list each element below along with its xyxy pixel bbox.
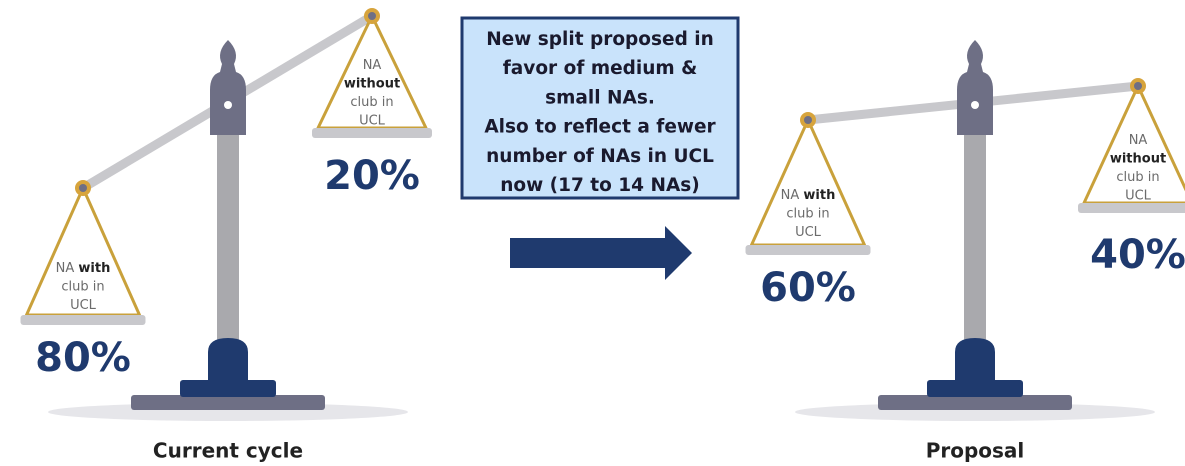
pan-label-part: club in	[350, 95, 393, 110]
pan-label: NA	[1129, 133, 1148, 148]
note-line: number of NAs in UCL	[486, 146, 714, 167]
pan-label-part: club in	[61, 279, 104, 294]
finial	[967, 40, 983, 64]
finial	[220, 40, 236, 64]
base-lower	[878, 395, 1072, 410]
pivot	[971, 101, 979, 109]
pan	[746, 245, 871, 255]
pan-label-part: NA	[56, 261, 79, 276]
pan-label: without	[1110, 151, 1166, 166]
pan-label-part: with	[78, 261, 110, 276]
knob-center	[79, 184, 87, 192]
pan-label-part: UCL	[359, 113, 386, 128]
pan-label: club in	[350, 95, 393, 110]
caption: Proposal	[926, 439, 1025, 463]
pan-label-part: NA	[1129, 133, 1148, 148]
share: 60%	[760, 265, 856, 311]
base-lower	[131, 395, 325, 410]
pan-label-part: without	[1110, 151, 1166, 166]
pan-label: NA	[363, 58, 382, 73]
pan-label: UCL	[795, 225, 822, 240]
pan-label: club in	[61, 279, 104, 294]
base-dome	[208, 338, 248, 382]
pivot	[224, 101, 232, 109]
pan-label: club in	[786, 206, 829, 221]
head	[210, 64, 246, 135]
pan-label-part: without	[344, 76, 400, 91]
base-upper	[927, 380, 1023, 397]
pole	[964, 130, 986, 345]
pan-label-part: NA	[781, 188, 804, 203]
base-upper	[180, 380, 276, 397]
note-line: favor of medium &	[503, 58, 698, 79]
pan-label: UCL	[70, 298, 97, 313]
share: 20%	[324, 153, 420, 199]
note-line: New split proposed in	[486, 29, 714, 50]
share: 80%	[35, 335, 131, 381]
caption: Current cycle	[153, 439, 303, 463]
pan-strings	[27, 188, 140, 315]
pan-label: UCL	[359, 113, 386, 128]
base-dome	[955, 338, 995, 382]
pan-label: club in	[1116, 170, 1159, 185]
share: 40%	[1090, 232, 1185, 278]
pan-label-part: club in	[1116, 170, 1159, 185]
pan	[1078, 203, 1185, 213]
arrow	[510, 226, 692, 280]
pan-label-part: club in	[786, 206, 829, 221]
pan-label-part: UCL	[70, 298, 97, 313]
pan-label-part: UCL	[795, 225, 822, 240]
pan	[21, 315, 146, 325]
knob-center	[1134, 82, 1142, 90]
pole	[217, 130, 239, 345]
pan-label-part: NA	[363, 58, 382, 73]
note-line: now (17 to 14 NAs)	[500, 175, 700, 196]
pan-label: NA with	[56, 261, 111, 276]
pan-label-part: UCL	[1125, 188, 1152, 203]
head	[957, 64, 993, 135]
knob-center	[368, 12, 376, 20]
note-line: small NAs.	[545, 87, 655, 108]
pan	[312, 128, 432, 138]
pan-label: NA with	[781, 188, 836, 203]
knob-center	[804, 116, 812, 124]
pan-label: UCL	[1125, 188, 1152, 203]
note-line: Also to reflect a fewer	[484, 117, 716, 138]
pan-label: without	[344, 76, 400, 91]
pan-label-part: with	[803, 188, 835, 203]
diagram: New split proposed in favor of medium & sm…	[0, 0, 1185, 466]
